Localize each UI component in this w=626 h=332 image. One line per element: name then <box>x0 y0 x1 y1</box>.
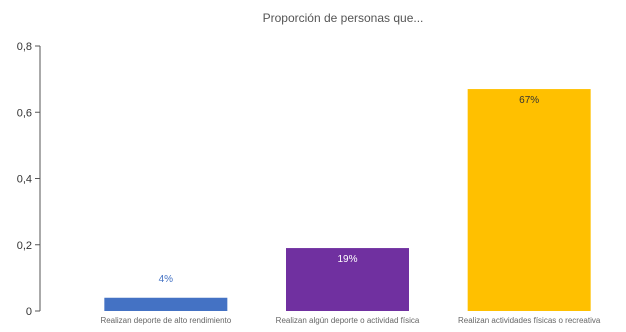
data-label: 67% <box>519 95 539 106</box>
y-tick-label: 0 <box>26 306 32 318</box>
y-tick-label: 0,8 <box>17 41 32 53</box>
bar <box>104 297 228 311</box>
category-label: Realizan deporte de alto rendimiento <box>100 316 231 325</box>
category-label: Realizan actividades físicas o recreativ… <box>458 316 601 325</box>
y-tick-label: 0,6 <box>17 107 32 119</box>
x-labels-group: Realizan deporte de alto rendimiento Real… <box>100 316 600 325</box>
bars-group: 4% 19% 67% <box>104 89 591 311</box>
bar <box>286 248 409 311</box>
y-tick-label: 0,2 <box>17 240 32 252</box>
data-label: 19% <box>337 254 357 265</box>
bar <box>467 89 591 311</box>
chart-title: Proporción de personas que... <box>263 11 424 25</box>
y-tick-label: 0,4 <box>17 174 32 186</box>
y-axis: 0 0,2 0,4 0,6 0,8 <box>17 41 41 318</box>
data-label: 4% <box>159 274 174 285</box>
category-label: Realizan algún deporte o actividad físic… <box>276 316 420 325</box>
